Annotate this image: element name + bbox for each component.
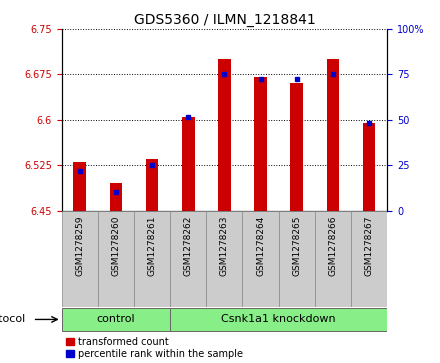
Bar: [254, 77, 267, 211]
Text: GSM1278262: GSM1278262: [184, 215, 193, 276]
Text: control: control: [96, 314, 135, 325]
Legend: transformed count, percentile rank within the sample: transformed count, percentile rank withi…: [66, 337, 243, 359]
Bar: [290, 83, 303, 211]
Bar: [182, 117, 194, 211]
Bar: [218, 59, 231, 211]
Text: GSM1278261: GSM1278261: [147, 215, 157, 276]
Bar: [134, 211, 170, 307]
Text: GSM1278260: GSM1278260: [111, 215, 121, 276]
Bar: [98, 211, 134, 307]
Text: Csnk1a1 knockdown: Csnk1a1 knockdown: [221, 314, 336, 325]
Bar: [206, 211, 242, 307]
Bar: [363, 123, 375, 211]
Bar: [110, 183, 122, 211]
Bar: [326, 59, 339, 211]
Title: GDS5360 / ILMN_1218841: GDS5360 / ILMN_1218841: [133, 13, 315, 26]
Text: GSM1278266: GSM1278266: [328, 215, 337, 276]
Text: GSM1278264: GSM1278264: [256, 215, 265, 276]
Bar: [62, 211, 98, 307]
Text: GSM1278267: GSM1278267: [365, 215, 374, 276]
Bar: [170, 211, 206, 307]
Bar: [315, 211, 351, 307]
Bar: [279, 211, 315, 307]
Text: protocol: protocol: [0, 314, 26, 325]
Text: GSM1278265: GSM1278265: [292, 215, 301, 276]
Bar: [170, 308, 387, 331]
Bar: [351, 211, 387, 307]
Bar: [73, 162, 86, 211]
Text: GSM1278259: GSM1278259: [75, 215, 84, 276]
Bar: [146, 159, 158, 211]
Bar: [62, 308, 170, 331]
Bar: [242, 211, 279, 307]
Text: GSM1278263: GSM1278263: [220, 215, 229, 276]
